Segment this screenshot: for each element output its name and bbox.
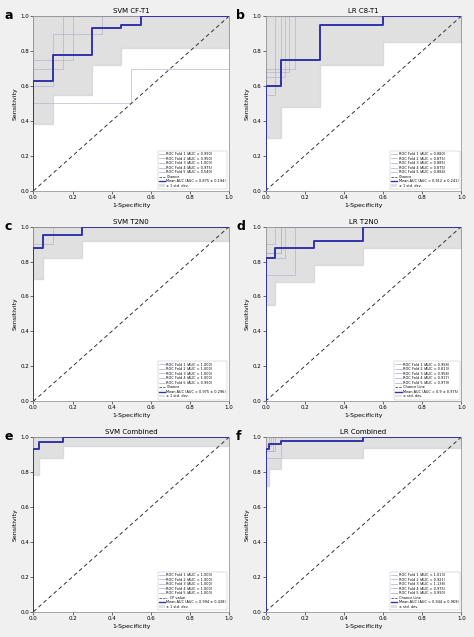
- Legend: ROC Fold 1 (AUC = 1.000), ROC Fold 2 (AUC = 1.000), ROC Fold 3 (AUC = 1.000), RO: ROC Fold 1 (AUC = 1.000), ROC Fold 2 (AU…: [157, 361, 228, 399]
- Text: d: d: [236, 220, 245, 233]
- Legend: ROC Fold 1 (AUC = 0.990), ROC Fold 2 (AUC = 0.950), ROC Fold 3 (AUC = 1.000), RO: ROC Fold 1 (AUC = 0.990), ROC Fold 2 (AU…: [157, 151, 228, 189]
- Legend: ROC Fold 1 (AUC = 1.013), ROC Fold 2 (AUC = 0.921), ROC Fold 3 (AUC = 1.138), RO: ROC Fold 1 (AUC = 1.013), ROC Fold 2 (AU…: [390, 572, 460, 610]
- Text: f: f: [236, 430, 242, 443]
- X-axis label: 1-Specificity: 1-Specificity: [112, 413, 151, 418]
- Text: a: a: [4, 9, 12, 22]
- Title: SVM Combined: SVM Combined: [105, 429, 157, 435]
- Y-axis label: Sensitivity: Sensitivity: [245, 297, 250, 331]
- Title: SVM T2N0: SVM T2N0: [113, 219, 149, 225]
- Legend: ROC Fold 1 (AUC = 1.000), ROC Fold 2 (AUC = 1.000), ROC Fold 3 (AUC = 1.000), RO: ROC Fold 1 (AUC = 1.000), ROC Fold 2 (AU…: [157, 572, 228, 610]
- Legend: ROC Fold 1 (AUC = 0.958), ROC Fold 2 (AUC = 0.813), ROC Fold 3 (AUC = 0.958), RO: ROC Fold 1 (AUC = 0.958), ROC Fold 2 (AU…: [394, 361, 460, 399]
- Y-axis label: Sensitivity: Sensitivity: [13, 87, 18, 120]
- Title: LR Combined: LR Combined: [340, 429, 386, 435]
- Title: SVM CF-T1: SVM CF-T1: [113, 8, 150, 15]
- X-axis label: 1-Specificity: 1-Specificity: [344, 413, 383, 418]
- Title: LR C8-T1: LR C8-T1: [348, 8, 379, 15]
- Text: c: c: [4, 220, 11, 233]
- X-axis label: 1-Specificity: 1-Specificity: [344, 624, 383, 629]
- X-axis label: 1-Specificity: 1-Specificity: [112, 203, 151, 208]
- Y-axis label: Sensitivity: Sensitivity: [13, 508, 18, 541]
- Title: LR T2N0: LR T2N0: [349, 219, 378, 225]
- Text: b: b: [236, 9, 245, 22]
- Y-axis label: Sensitivity: Sensitivity: [13, 297, 18, 331]
- X-axis label: 1-Specificity: 1-Specificity: [344, 203, 383, 208]
- Y-axis label: Sensitivity: Sensitivity: [245, 87, 250, 120]
- Legend: ROC Fold 1 (AUC = 0.880), ROC Fold 2 (AUC = 0.875), ROC Fold 3 (AUC = 0.885), RO: ROC Fold 1 (AUC = 0.880), ROC Fold 2 (AU…: [390, 151, 460, 189]
- Y-axis label: Sensitivity: Sensitivity: [245, 508, 250, 541]
- X-axis label: 1-Specificity: 1-Specificity: [112, 624, 151, 629]
- Text: e: e: [4, 430, 12, 443]
